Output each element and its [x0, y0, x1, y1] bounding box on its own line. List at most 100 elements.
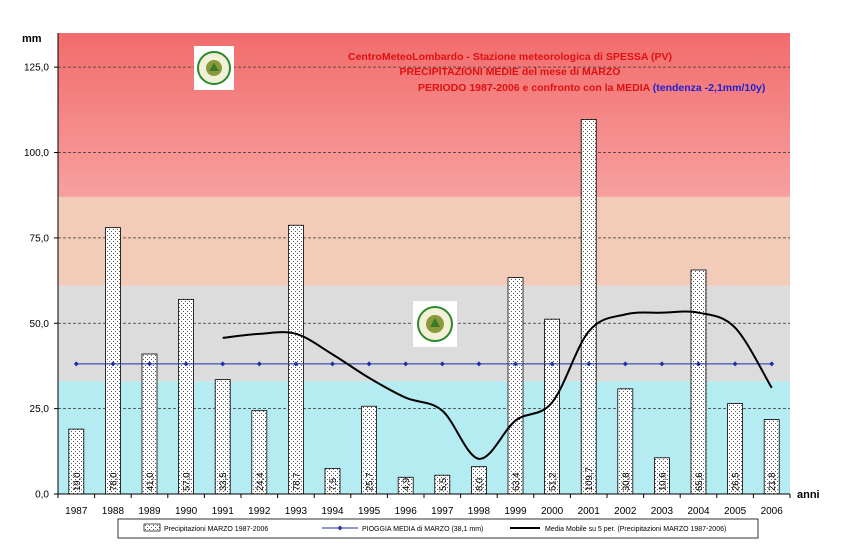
- background-band: [58, 33, 790, 197]
- moving-average-series: [222, 310, 773, 460]
- x-tick-label: 2005: [724, 506, 747, 517]
- x-tick-label: 2006: [761, 506, 784, 517]
- chart-title-line-2: PRECIPITAZIONI MEDIE del mese di MARZO: [400, 66, 621, 78]
- bar-value-label: 78,0: [108, 473, 119, 492]
- average-marker: [110, 361, 116, 367]
- average-marker: [330, 361, 335, 367]
- average-marker: [183, 361, 189, 367]
- bar-value-label: 51,2: [548, 473, 559, 492]
- y-axis-unit: mm: [22, 33, 42, 45]
- chart-title-line-1: CentroMeteoLombardo - Stazione meteorolo…: [348, 51, 672, 63]
- bar-value-label: 7,5: [328, 478, 339, 491]
- legend-bars-label: Precipitazioni MARZO 1987-2006: [164, 526, 268, 533]
- moving-average-line: [222, 310, 773, 460]
- bar-value-label: 5,5: [438, 478, 449, 491]
- average-marker: [622, 361, 628, 367]
- axes: [54, 33, 791, 498]
- y-tick-label: 125,0: [24, 63, 49, 74]
- legend-box: [117, 518, 759, 539]
- bar-value-label: 41,0: [145, 473, 156, 492]
- bar-value-label: 78,7: [291, 473, 302, 492]
- x-tick-labels: 1987 1988 1989 1990 1991 1992 1993 1994 1995 1996…: [65, 506, 783, 517]
- average-marker: [769, 361, 775, 367]
- bar: [580, 118, 597, 495]
- x-tick-label: 1989: [138, 506, 161, 517]
- x-tick-label: 2003: [651, 506, 674, 517]
- x-tick-label: 1998: [468, 506, 491, 517]
- legend-average-label: PIOGGIA MEDIA di MARZO (38,1 mm): [362, 526, 483, 533]
- x-tick-label: 1994: [321, 506, 344, 517]
- x-tick-label: 2001: [578, 506, 601, 517]
- bar-value-label: 19,0: [72, 473, 83, 492]
- bar-value-label: 21,8: [767, 473, 778, 492]
- legend: Precipitazioni MARZO 1987-2006 PIOGGIA M…: [117, 518, 759, 539]
- y-tick-label: 25,0: [30, 404, 50, 415]
- x-axis-unit: anni: [797, 489, 820, 501]
- y-tick-labels: 0,0 25,0 50,0 75,0 100,0 125,0: [24, 63, 49, 501]
- background-band: [58, 381, 790, 494]
- bar-value-label: 33,5: [218, 473, 229, 492]
- x-tick-label: 1997: [431, 506, 454, 517]
- logo-top: [194, 46, 234, 90]
- bar-value-label: 8,0: [474, 478, 485, 491]
- average-marker: [732, 361, 738, 367]
- bar-value-label: 63,4: [511, 473, 522, 492]
- y-tick-label: 50,0: [30, 319, 50, 330]
- average-line-series: [73, 361, 775, 367]
- x-tick-label: 1993: [285, 506, 308, 517]
- bar-value-label: 30,8: [621, 473, 632, 492]
- bar: [287, 224, 304, 495]
- bar-value-label: 57,0: [182, 473, 193, 492]
- bar-value-label: 109,7: [584, 467, 595, 491]
- y-tick-label: 75,0: [30, 233, 50, 244]
- chart-title-line-3: PERIODO 1987-2006 e confronto con la MED…: [418, 82, 765, 94]
- y-tick-label: 0,0: [35, 490, 49, 501]
- trend-text: (tendenza -2,1mm/10y): [653, 82, 766, 94]
- average-marker: [366, 361, 372, 367]
- bar-value-label: 26,5: [731, 473, 742, 492]
- x-tick-label: 1999: [504, 506, 527, 517]
- average-marker: [147, 361, 152, 367]
- bar: [507, 277, 524, 495]
- average-marker: [659, 361, 665, 367]
- average-marker: [256, 361, 262, 367]
- x-tick-label: 1987: [65, 506, 88, 517]
- bar-value-label: 65,6: [694, 473, 705, 492]
- bar: [178, 298, 195, 495]
- x-tick-label: 2002: [614, 506, 637, 517]
- background-band: [58, 196, 790, 286]
- y-tick-label: 100,0: [24, 148, 49, 159]
- average-marker: [586, 361, 592, 367]
- bar-value-label: 25,7: [365, 473, 376, 492]
- bar-value-label: 4,9: [401, 478, 412, 491]
- x-tick-label: 1995: [358, 506, 381, 517]
- x-tick-label: 2004: [687, 506, 710, 517]
- average-marker: [549, 361, 555, 367]
- average-marker: [73, 361, 79, 367]
- chart-title-line-3-text: PERIODO 1987-2006 e confronto con la MED…: [418, 82, 651, 94]
- x-tick-label: 1991: [212, 506, 235, 517]
- x-tick-label: 1992: [248, 506, 271, 517]
- average-marker: [293, 361, 299, 367]
- background-bands: [58, 33, 790, 494]
- legend-moving-average-label: Media Mobile su 5 per. (Precipitazioni M…: [545, 526, 726, 533]
- bar-value-labels: 19,0 78,0 41,0 57,0 33,5 24,4 78,7 7,5 25,7 4,9 5,…: [72, 467, 778, 491]
- average-marker: [513, 361, 518, 367]
- bar-value-label: 10,6: [657, 473, 668, 492]
- average-marker: [476, 361, 482, 367]
- bar: [690, 269, 707, 495]
- x-tick-label: 1996: [395, 506, 418, 517]
- average-marker: [403, 361, 409, 367]
- logo-center: [413, 301, 457, 347]
- x-tick-label: 1988: [102, 506, 125, 517]
- bar-value-label: 24,4: [255, 473, 266, 492]
- average-marker: [696, 361, 701, 367]
- legend-bar-swatch: [143, 523, 161, 532]
- x-tick-label: 1990: [175, 506, 198, 517]
- average-marker: [439, 361, 445, 367]
- average-marker: [220, 361, 226, 367]
- legend-average-marker: [337, 525, 343, 531]
- x-tick-label: 2000: [541, 506, 564, 517]
- bar: [105, 227, 121, 495]
